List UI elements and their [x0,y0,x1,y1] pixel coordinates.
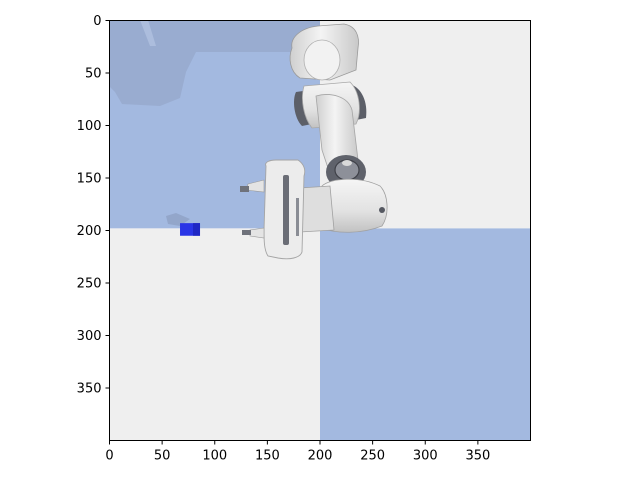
x-tick-label: 50 [154,449,171,464]
x-tick-label: 300 [413,449,438,464]
y-tick-label: 100 [77,119,102,134]
robot-finger-tip-bottom [242,230,251,235]
y-tick-label: 150 [77,172,102,187]
y-tick-label: 250 [77,277,102,292]
x-tick-label: 100 [202,449,227,464]
x-tick-label: 150 [255,449,280,464]
y-tick-label: 350 [77,382,102,397]
robot-gripper-slot-small [296,198,299,236]
x-tick-label: 200 [308,449,333,464]
target-cube-layer [180,223,201,236]
floor-tile-light [109,228,320,441]
floor-shadow-streak [140,20,156,46]
plot-area [109,20,531,441]
target-cube-side [193,223,201,236]
x-axis: 0 50 100 150 200 250 300 350 [105,440,490,464]
robot-finger-tip-top [240,186,249,192]
y-axis: 0 50 100 150 200 250 300 350 [77,14,110,397]
robot-arm [240,23,388,260]
y-tick-label: 50 [85,67,102,82]
x-tick-label: 350 [465,449,490,464]
robot-gripper-slot [283,175,289,245]
y-tick-label: 0 [93,14,101,29]
robot-wrist-body [321,178,388,233]
robot-flange-bolt [379,207,385,213]
robot-gripper-finger-bottom [249,227,265,239]
x-tick-label: 250 [360,449,385,464]
robot-wrist-core [342,160,352,166]
robot-shoulder-cap [303,39,341,81]
y-tick-label: 200 [77,224,102,239]
floor-shadow [109,20,320,106]
checker-floor [109,20,531,441]
cube-shadow [166,213,190,226]
robot-flange [299,185,335,233]
floor-tile-blue [320,228,531,441]
y-tick-label: 300 [77,329,102,344]
x-tick-label: 0 [105,449,113,464]
